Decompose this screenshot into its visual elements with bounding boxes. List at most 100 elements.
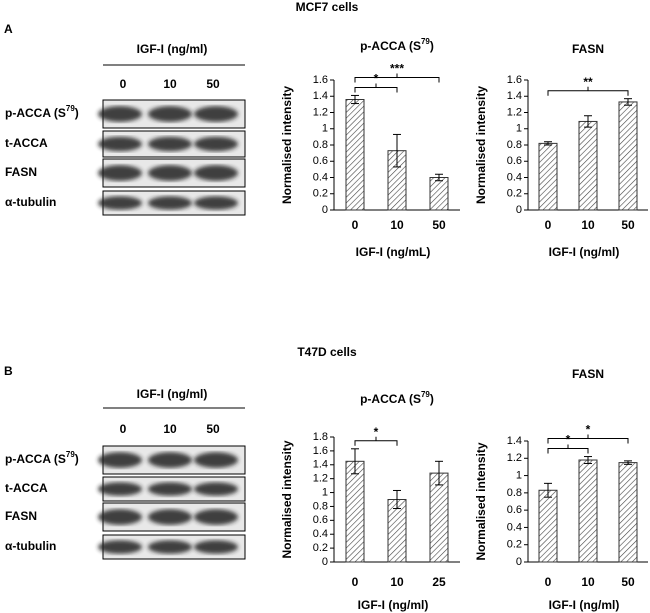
blot-band [194,165,238,181]
chart-title: FASN [572,367,604,381]
significance-label: * [374,72,379,86]
blot-row-label: t-ACCA [5,481,48,495]
bar [345,460,365,563]
y-tick-label: 1.2 [507,452,522,464]
blot-band [148,509,192,525]
blot-band [194,106,238,122]
bar [578,120,598,211]
bracket [547,444,589,454]
error-bar [584,115,592,128]
y-tick-label: 1.2 [313,106,328,118]
y-tick-label: 0.6 [313,155,328,167]
bar [429,472,449,563]
blot-band [98,196,142,210]
x-tick-label: 50 [432,218,446,232]
error-bar [393,489,401,510]
y-tick-label: 0.6 [507,155,522,167]
y-tick-label: 0.8 [507,139,522,151]
blot-band [98,452,142,468]
y-tick-label: 0.2 [507,188,522,200]
blot-row-label-suffix: ) [75,106,79,120]
lane-label: 10 [163,422,177,436]
x-axis-label: IGF-I (ng/ml) [549,598,620,612]
blot-band [194,509,238,525]
error-bar [544,482,552,498]
error-bar [544,141,552,146]
bar [538,489,558,563]
blot-row-label: FASN [5,165,37,179]
blot-row-label: α-tubulin [5,539,56,553]
x-axis-label: IGF-I (ng/ml) [549,245,620,259]
significance-label: * [586,423,591,437]
y-tick-label: 1.4 [313,90,328,102]
blot-row-label: p-ACCA (S79) [5,104,79,120]
blot-header: IGF-I (ng/ml) [137,387,208,401]
blot-band [148,136,192,152]
y-tick-label: 0 [516,204,522,216]
lane-label: 0 [120,422,127,436]
bracket [354,83,398,93]
y-tick-label: 0.2 [313,188,328,200]
y-tick-label: 1.2 [507,106,522,118]
y-tick-label: 1 [322,486,328,498]
blot-band [98,482,142,496]
error-bar [435,460,443,486]
blot-band [148,540,192,554]
y-tick-label: 1.8 [313,431,328,443]
blot-band [194,196,238,210]
significance-label: * [374,425,379,439]
blot-row-label-main: FASN [5,509,37,523]
y-axis-label: Normalised intensity [280,86,294,204]
blot-row-label: α-tubulin [5,195,56,209]
x-tick-label: 10 [390,218,404,232]
blot-band [148,482,192,496]
chart-title-sup: 79 [421,37,430,46]
lane-label: 10 [163,77,177,91]
chart-title-main: p-ACCA (S [360,392,421,406]
panel-letter: A [4,22,13,36]
y-tick-label: 0.4 [507,521,522,533]
y-tick-label: 1.4 [507,435,522,447]
y-tick-label: 0.8 [313,139,328,151]
bar [345,99,365,211]
y-tick-label: 1.6 [313,74,328,86]
chart-title: p-ACCA (S79) [360,390,434,406]
y-tick-label: 0.8 [313,500,328,512]
y-tick-label: 0.4 [313,528,328,540]
y-tick-label: 1.6 [313,445,328,457]
blot-row-label: FASN [5,509,37,523]
error-bar [351,448,359,475]
chart-title: FASN [572,42,604,56]
bracket [354,73,440,83]
bar [618,101,638,211]
x-tick-label: 0 [545,218,552,232]
chart-title: p-ACCA (S79) [360,37,434,53]
y-axis-label: Normalised intensity [474,442,488,560]
chart-title-sup: 79 [421,390,430,399]
panel-title: T47D cells [297,345,357,359]
blot-band [98,136,142,152]
y-tick-label: 0 [322,556,328,568]
error-bar [393,133,401,168]
bracket [547,434,629,444]
blot-row-label-sup: 79 [66,104,75,113]
error-bar [624,460,632,465]
blot-band [98,165,142,181]
y-tick-label: 1 [322,123,328,135]
y-tick-label: 0.4 [507,171,522,183]
chart-title-suffix: ) [430,392,434,406]
y-tick-label: 1 [516,123,522,135]
significance-label: ** [583,75,593,89]
significance-label: *** [390,62,404,76]
blot-band [194,540,238,554]
panel-letter: B [4,364,13,378]
x-tick-label: 10 [581,218,595,232]
blot-band [194,482,238,496]
y-tick-label: 0 [516,556,522,568]
blot-band [148,196,192,210]
x-axis-label: IGF-I (ng/ml) [358,598,429,612]
bar [429,177,449,211]
error-bar [624,98,632,106]
y-tick-label: 0 [322,204,328,216]
x-tick-label: 50 [621,218,635,232]
